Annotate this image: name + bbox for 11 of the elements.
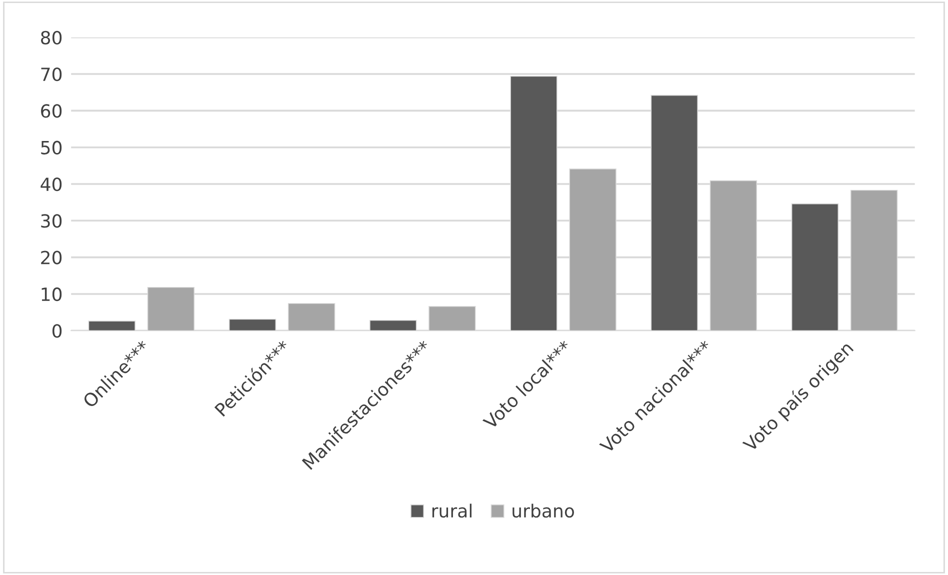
y-tick-label: 0 xyxy=(52,324,62,338)
legend-label: rural xyxy=(432,504,472,518)
legend-label: urbano xyxy=(512,504,574,518)
y-tick-label: 40 xyxy=(40,177,62,192)
y-tick-label: 30 xyxy=(41,214,62,228)
y-tick-label: 10 xyxy=(42,287,62,302)
y-tick-label: 80 xyxy=(41,30,62,44)
y-tick-label: 50 xyxy=(41,140,62,154)
y-tick-label: 20 xyxy=(41,250,62,264)
y-tick-label: 60 xyxy=(41,104,62,118)
y-tick-label: 70 xyxy=(41,67,62,82)
